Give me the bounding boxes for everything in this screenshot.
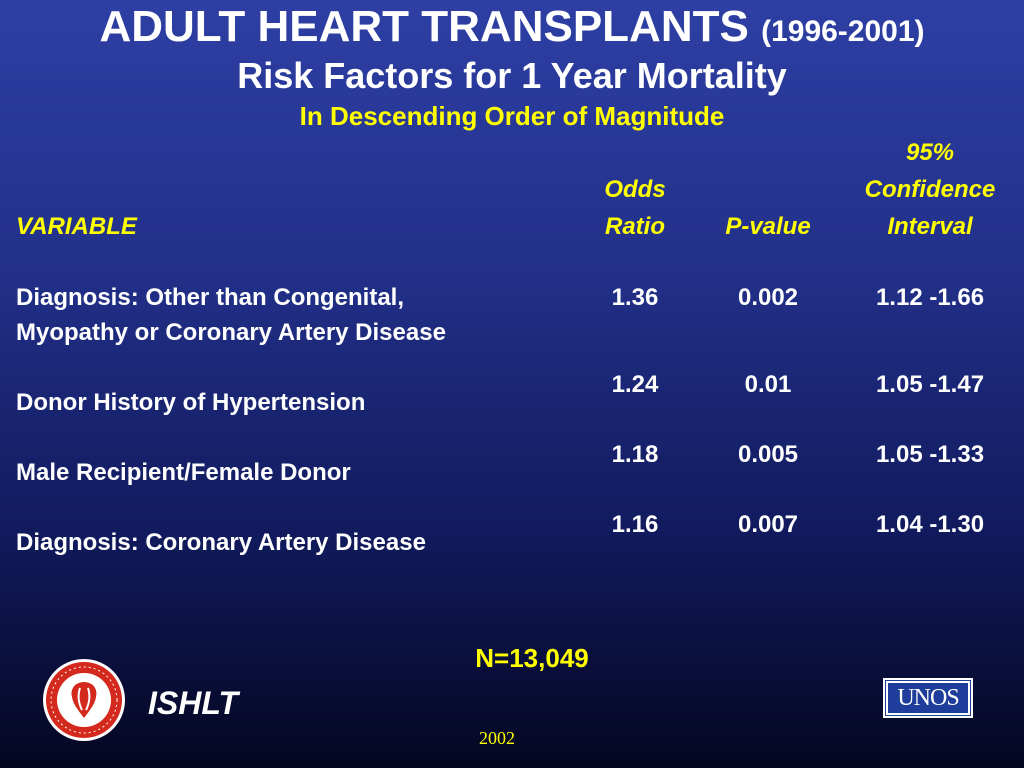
table-row-label: Diagnosis: Other than Congenital, Myopat… [16,280,586,350]
header-ci-line3: Interval [887,213,973,240]
table-row-label: Diagnosis: Coronary Artery Disease [16,529,426,556]
pvalue-value: 0.007 [737,511,799,538]
header-pvalue: P-value [725,213,811,240]
header-odds-line2: Ratio [605,213,665,240]
organization-name: ISHLT [148,685,239,721]
table-row-label: Donor History of Hypertension [16,389,366,416]
confidence-interval-value: 1.12 -1.66 [875,284,985,311]
page-subtitle: Risk Factors for 1 Year Mortality [237,55,787,96]
header-variable: VARIABLE [16,213,137,240]
odds-ratio-value: 1.16 [611,511,659,538]
pvalue-value: 0.01 [744,371,792,398]
header-odds-ratio: Odds Ratio [585,171,685,245]
odds-ratio-value: 1.36 [611,284,659,311]
title-years: (1996-2001) [761,15,925,48]
pvalue-value: 0.005 [737,441,799,468]
header-odds-line1: Odds [604,176,666,203]
slide-year: 2002 [479,728,515,748]
unos-logo: UNOS [883,678,973,718]
header-confidence-interval: 95% Confidence Interval [840,134,1020,245]
header-ci-line1: 95% [905,139,955,166]
header-ci-line2: Confidence [864,176,996,203]
odds-ratio-value: 1.18 [611,441,659,468]
page-subtitle-order: In Descending Order of Magnitude [299,101,725,131]
confidence-interval-value: 1.05 -1.33 [875,441,985,468]
row-label-line2: Myopathy or Coronary Artery Disease [16,319,446,346]
table-row-label: Male Recipient/Female Donor [16,459,351,486]
odds-ratio-value: 1.24 [611,371,659,398]
title-main: ADULT HEART TRANSPLANTS [99,2,749,51]
unos-logo-text: UNOS [885,680,971,716]
confidence-interval-value: 1.04 -1.30 [875,511,985,538]
pvalue-value: 0.002 [737,284,799,311]
ishlt-society-seal-icon [43,659,125,741]
page-title: ADULT HEART TRANSPLANTS (1996-2001) [0,3,1024,56]
row-label-line1: Diagnosis: Other than Congenital, [16,284,405,311]
sample-size: N=13,049 [475,643,589,673]
confidence-interval-value: 1.05 -1.47 [875,371,985,398]
